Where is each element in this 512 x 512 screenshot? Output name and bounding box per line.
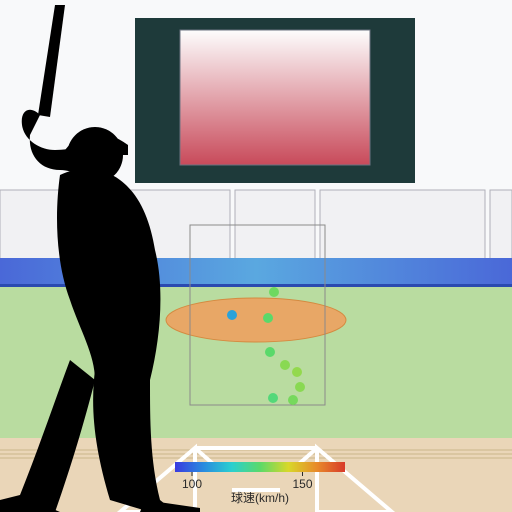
stands-section — [0, 190, 60, 260]
scoreboard-screen — [180, 30, 370, 165]
pitch-marker — [292, 367, 302, 377]
pitch-marker — [288, 395, 298, 405]
legend-axis-label: 球速(km/h) — [231, 491, 289, 505]
pitchers-mound — [166, 298, 346, 342]
pitch-marker — [268, 393, 278, 403]
stands-section — [320, 190, 485, 260]
pitch-marker — [280, 360, 290, 370]
legend-tick-label: 100 — [182, 477, 202, 491]
pitch-marker — [295, 382, 305, 392]
legend-colorbar — [175, 462, 345, 472]
pitch-chart: 100 150球速(km/h) — [0, 0, 512, 512]
pitch-marker — [269, 287, 279, 297]
chart-svg: 100 150球速(km/h) — [0, 0, 512, 512]
legend-tick-label: 150 — [292, 477, 312, 491]
stands-section — [490, 190, 512, 260]
pitch-marker — [265, 347, 275, 357]
pitch-marker — [227, 310, 237, 320]
pitch-marker — [263, 313, 273, 323]
